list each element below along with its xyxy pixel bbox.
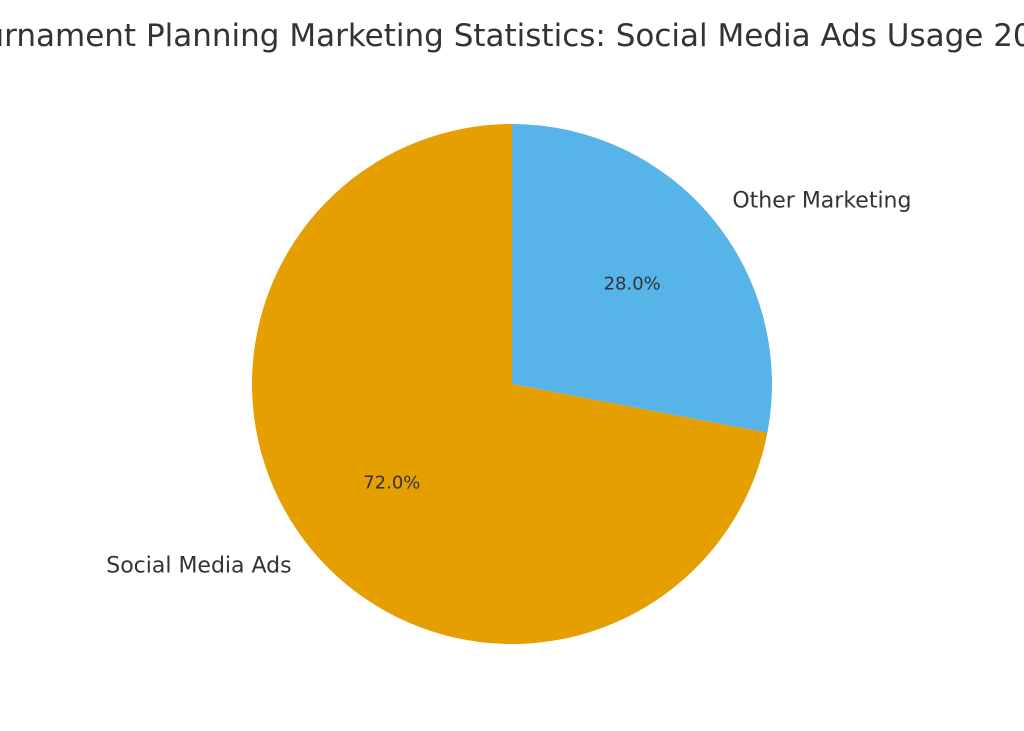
slice-label-social-media-ads: Social Media Ads [106,553,291,578]
slice-percent-other-marketing: 28.0% [604,274,661,295]
chart-title: Tournament Planning Marketing Statistics… [0,18,1024,54]
pie-slice-other-marketing [512,124,772,433]
slice-percent-social-media-ads: 72.0% [363,472,420,493]
pie-labels: Social Media Ads 72.0% Other Marketing 28.0… [106,189,911,579]
slice-label-other-marketing: Other Marketing [732,189,911,214]
pie-slice-social-media-ads [251,124,768,644]
pie-slices [251,124,772,644]
